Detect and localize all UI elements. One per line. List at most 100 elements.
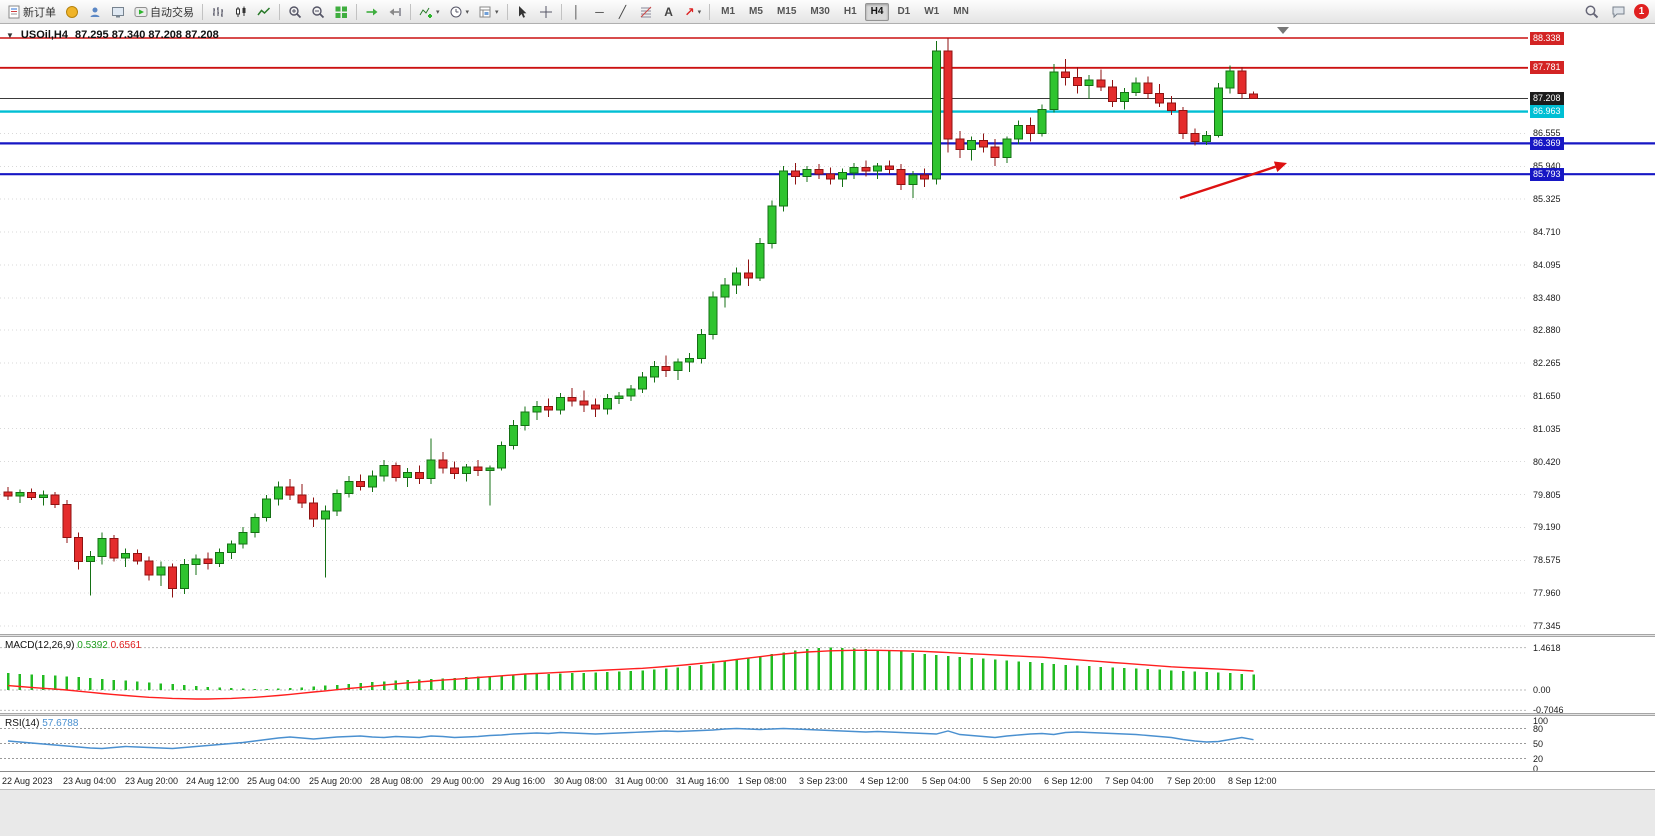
candle [1155,93,1164,104]
candle [849,166,859,174]
timeframe-m30-button[interactable]: M30 [810,6,830,17]
arrows-button[interactable]: ↗ ▾ [681,2,706,22]
rsi-scale-label: 100 [1533,716,1549,726]
candle [262,498,271,518]
panel-splitter[interactable] [0,634,1655,637]
toolbar-separator [506,3,508,20]
timeframe-m15-button[interactable]: M15 [776,6,797,17]
candle [591,404,600,410]
indicators-button[interactable]: ▾ [415,2,444,22]
market-watch-button[interactable] [61,2,83,22]
candle [132,553,142,562]
time-axis-label: 1 Sep 08:00 [738,776,787,786]
candle [1061,71,1070,78]
price-axis-label: 77.345 [1533,621,1561,631]
candlestick-chart-button[interactable] [230,2,252,22]
candle [720,284,730,298]
price-axis-label: 80.420 [1533,457,1561,467]
candle [990,146,1000,159]
trendline-button[interactable]: ╱ [612,2,634,22]
tile-windows-button[interactable] [330,2,352,22]
chart-ohlc-values: 87.295 87.340 87.208 87.208 [75,29,219,41]
fibonacci-icon [640,6,651,17]
time-axis[interactable]: 22 Aug 2023 23 Aug 04:00 23 Aug 20:00 24 Au… [0,771,1655,789]
candle [884,165,894,171]
search-button[interactable] [1580,2,1603,22]
crosshair-button[interactable] [535,2,557,22]
candles [3,37,1258,598]
timeframe-mn-button[interactable]: MN [953,6,969,17]
price-axis-label: 84.095 [1533,260,1561,270]
price-axis-label: 77.960 [1533,588,1561,598]
auto-scroll-button[interactable] [361,2,383,22]
vertical-line-button[interactable]: │ [566,2,588,22]
chart-shift-button[interactable] [384,2,406,22]
timeframe-m5-button[interactable]: M5 [749,6,763,17]
candle [309,502,318,520]
candle [85,555,95,563]
candle [814,169,824,175]
candle [1143,82,1153,94]
notification-badge[interactable]: 1 [1634,4,1649,19]
rsi-panel[interactable] [0,716,1655,771]
line-chart-button[interactable] [253,2,275,22]
window-menu-icon[interactable]: ▼ [6,30,14,40]
candle [156,566,166,576]
crosshair-icon [539,5,552,18]
candle [1202,134,1211,143]
zoom-in-button[interactable] [284,2,306,22]
candle [708,296,718,335]
candle [356,480,365,488]
trend-arrow-annotation[interactable] [1179,161,1287,200]
timeframe-m1-button[interactable]: M1 [721,6,736,17]
panel-splitter[interactable] [0,713,1655,716]
autotrading-label: 自动交易 [150,6,194,19]
candle [743,272,753,279]
chart-shift-marker[interactable] [1277,27,1289,34]
candle [485,467,495,472]
rsi-scale-label: 0 [1533,764,1539,774]
time-axis-label: 7 Sep 04:00 [1105,776,1154,786]
price-badge: 88.338 [1530,32,1564,45]
time-axis-label: 29 Aug 00:00 [431,776,485,786]
main-chart-area[interactable] [0,24,1655,634]
candle [802,169,812,177]
periods-button[interactable]: ▾ [445,2,474,22]
zoom-out-button[interactable] [307,2,329,22]
rsi-scale-label: 80 [1533,724,1544,734]
text-button[interactable]: A [658,2,680,22]
price-axis-label: 82.880 [1533,325,1561,335]
trendline-icon: ╱ [618,4,627,19]
timeframe-h1-button[interactable]: H1 [843,6,857,17]
macd-scale-label: -0.7046 [1533,705,1564,715]
candle [168,566,177,589]
bar-chart-button[interactable] [207,2,229,22]
new-order-button[interactable]: 新订单 [3,2,60,22]
timeframe-d1-button[interactable]: D1 [897,6,911,17]
candle [473,466,483,472]
horizontal-line-button[interactable]: ─ [589,2,611,22]
price-badge: 87.208 [1530,92,1564,105]
terminal-button[interactable] [107,2,129,22]
cursor-button[interactable] [512,2,534,22]
time-axis-label: 25 Aug 20:00 [309,776,363,786]
status-area [0,789,1655,836]
community-button[interactable] [1607,2,1630,22]
templates-icon [479,6,491,17]
candle [1049,71,1059,111]
fibonacci-button[interactable] [635,2,657,22]
caret-icon: ▾ [697,8,702,16]
timeframe-w1-button[interactable]: W1 [924,6,940,17]
rsi-scale-label: 20 [1533,754,1544,764]
candle [732,272,741,286]
macd-panel[interactable] [0,637,1655,713]
candle [755,242,765,279]
autotrading-button[interactable]: 自动交易 [130,2,198,22]
navigator-button[interactable] [84,2,106,22]
timeframe-h4-button[interactable]: H4 [864,2,890,21]
templates-button[interactable]: ▾ [474,2,503,22]
candle [1225,70,1235,89]
candle [1166,102,1176,112]
text-icon: A [664,4,673,19]
candle [638,376,647,390]
